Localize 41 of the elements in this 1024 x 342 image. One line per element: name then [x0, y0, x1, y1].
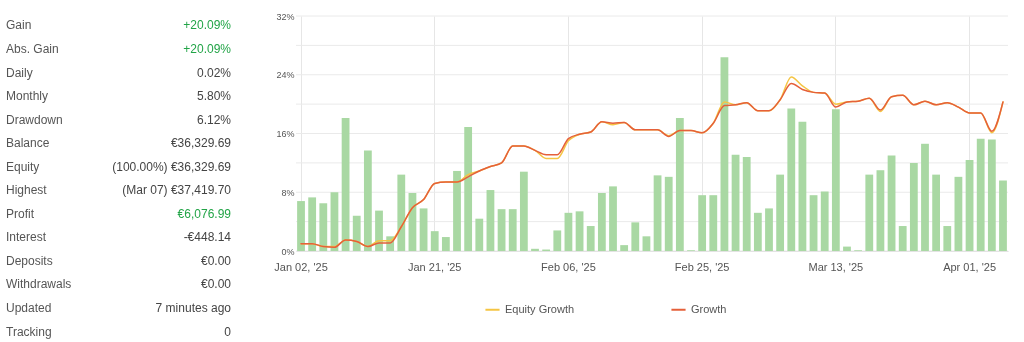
x-tick-label: Jan 02, '25: [274, 260, 328, 273]
text: +20.09%: [183, 18, 231, 33]
category-label: Equity: [6, 159, 40, 174]
x-tick-label: Apr 01, '25: [943, 260, 996, 273]
y-tick-label: 8%: [281, 187, 295, 198]
category-label: Highest: [6, 183, 48, 198]
text: 0.02%: [196, 65, 231, 80]
text: 0: [224, 324, 231, 339]
x-tick-label: Jan 21, '25: [407, 260, 462, 273]
legend-label: Growth: [691, 302, 727, 315]
category-label: Abs. Gain: [6, 41, 59, 56]
y-tick-label: 24%: [276, 70, 295, 81]
y-tick-label: 32%: [276, 11, 295, 22]
category-label: Deposits: [6, 253, 53, 268]
category-label: Withdrawals: [6, 277, 72, 292]
y-tick-label: 0%: [281, 246, 295, 257]
x-tick-label: Mar 13, '25: [808, 260, 864, 273]
text: +20.09%: [183, 41, 231, 56]
x-tick-label: Feb 25, '25: [674, 260, 730, 273]
x-tick-label: Feb 06, '25: [541, 260, 596, 273]
category-label: Updated: [6, 301, 52, 316]
text: (Mar 07) €37,419.70: [122, 183, 231, 198]
text: -€448.14: [183, 230, 231, 245]
text: €0.00: [200, 253, 231, 268]
text: 6.12%: [196, 112, 231, 127]
category-label: Drawdown: [6, 112, 63, 127]
text: €6,076.99: [177, 206, 231, 221]
legend-label: Equity Growth: [505, 302, 575, 315]
category-label: Daily: [6, 65, 33, 80]
text: €36,329.69: [170, 136, 231, 151]
category-label: Balance: [6, 136, 50, 151]
category-label: Monthly: [6, 89, 49, 104]
category-label: Profit: [6, 206, 35, 221]
y-tick-label: 16%: [276, 129, 295, 139]
text: 7 minutes ago: [155, 301, 231, 316]
text: 5.80%: [196, 89, 231, 104]
category-label: Gain: [6, 18, 32, 33]
category-label: Tracking: [6, 324, 52, 339]
text: (100.00%) €36,329.69: [112, 159, 231, 174]
category-label: Interest: [6, 230, 47, 245]
text: €0.00: [200, 277, 231, 292]
